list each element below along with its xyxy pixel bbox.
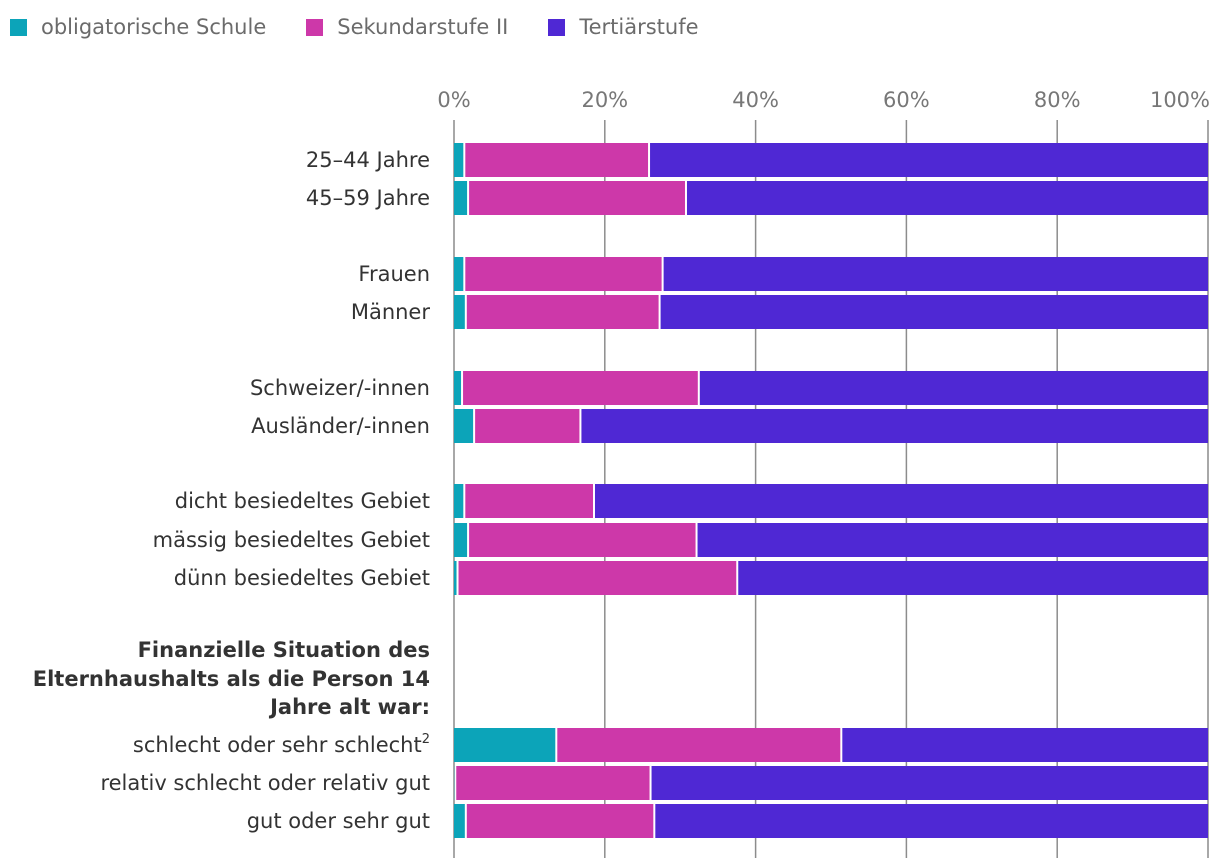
x-tick-label-0: 0% bbox=[437, 88, 470, 112]
bar-segment-terti-rstufe-row-1[interactable] bbox=[686, 181, 1208, 215]
bar-segment-obligatorische-schule-row-4[interactable] bbox=[454, 371, 462, 405]
bar-segment-sekundarstufe-ii-row-11[interactable] bbox=[466, 804, 654, 838]
bar-segment-sekundarstufe-ii-row-7[interactable] bbox=[469, 523, 696, 557]
category-label-6: dicht besiedeltes Gebiet bbox=[175, 489, 430, 513]
category-label-5: Ausländer/-innen bbox=[251, 414, 430, 438]
bar-segment-terti-rstufe-row-6[interactable] bbox=[594, 484, 1208, 518]
legend: obligatorische Schule Sekundarstufe II T… bbox=[10, 10, 739, 44]
bar-segment-sekundarstufe-ii-row-2[interactable] bbox=[465, 257, 662, 291]
legend-label-sekundarstufe-ii: Sekundarstufe II bbox=[337, 15, 509, 39]
category-label-10: relativ schlecht oder relativ gut bbox=[100, 771, 430, 795]
bar-segment-sekundarstufe-ii-row-8[interactable] bbox=[458, 561, 737, 595]
bar-segment-terti-rstufe-row-7[interactable] bbox=[697, 523, 1208, 557]
legend-item-obligatorische-schule[interactable]: obligatorische Schule bbox=[10, 15, 266, 39]
bar-segment-terti-rstufe-row-2[interactable] bbox=[663, 257, 1208, 291]
bar-segment-obligatorische-schule-row-8[interactable] bbox=[454, 561, 457, 595]
bar-segment-terti-rstufe-row-11[interactable] bbox=[655, 804, 1208, 838]
bar-segment-obligatorische-schule-row-5[interactable] bbox=[454, 409, 474, 443]
bar-segment-obligatorische-schule-row-7[interactable] bbox=[454, 523, 468, 557]
bar-segment-obligatorische-schule-row-3[interactable] bbox=[454, 295, 465, 329]
bar-segment-sekundarstufe-ii-row-1[interactable] bbox=[469, 181, 685, 215]
bar-segment-obligatorische-schule-row-0[interactable] bbox=[454, 143, 464, 177]
bar-segment-sekundarstufe-ii-row-6[interactable] bbox=[465, 484, 593, 518]
bar-segment-terti-rstufe-row-10[interactable] bbox=[651, 766, 1208, 800]
x-tick-label-3: 60% bbox=[883, 88, 930, 112]
category-label-0: 25–44 Jahre bbox=[306, 148, 430, 172]
bar-segment-terti-rstufe-row-8[interactable] bbox=[738, 561, 1208, 595]
category-label-11: gut oder sehr gut bbox=[247, 809, 430, 833]
legend-swatch-obligatorische-schule bbox=[10, 18, 27, 36]
bar-segment-sekundarstufe-ii-row-0[interactable] bbox=[465, 143, 649, 177]
legend-item-tertiaerstufe[interactable]: Tertiärstufe bbox=[548, 15, 699, 39]
bar-segment-obligatorische-schule-row-11[interactable] bbox=[454, 804, 465, 838]
category-label-4: Schweizer/-innen bbox=[250, 376, 430, 400]
footnote-marker: 2 bbox=[422, 732, 430, 747]
bar-segment-obligatorische-schule-row-9[interactable] bbox=[454, 728, 556, 762]
group-heading-line-1: Elternhaushalts als die Person 14 bbox=[33, 667, 430, 691]
legend-swatch-sekundarstufe-ii bbox=[306, 18, 324, 36]
bar-segment-sekundarstufe-ii-row-10[interactable] bbox=[456, 766, 650, 800]
category-label-9: schlecht oder sehr schlecht2 bbox=[133, 732, 430, 757]
x-tick-label-5: 100% bbox=[1150, 88, 1210, 112]
category-label-7: mässig besiedeltes Gebiet bbox=[153, 528, 430, 552]
legend-label-obligatorische-schule: obligatorische Schule bbox=[41, 15, 267, 39]
bar-segment-obligatorische-schule-row-6[interactable] bbox=[454, 484, 464, 518]
legend-item-sekundarstufe-ii[interactable]: Sekundarstufe II bbox=[306, 15, 508, 39]
category-label-3: Männer bbox=[351, 300, 431, 324]
legend-label-tertiaerstufe: Tertiärstufe bbox=[579, 15, 699, 39]
bar-segment-terti-rstufe-row-0[interactable] bbox=[650, 143, 1208, 177]
bar-segment-obligatorische-schule-row-1[interactable] bbox=[454, 181, 468, 215]
x-tick-label-2: 40% bbox=[732, 88, 779, 112]
category-label-1: 45–59 Jahre bbox=[306, 186, 430, 210]
bar-segment-terti-rstufe-row-9[interactable] bbox=[842, 728, 1208, 762]
bar-segment-sekundarstufe-ii-row-9[interactable] bbox=[557, 728, 841, 762]
group-heading-line-2: Jahre alt war: bbox=[268, 695, 430, 719]
bar-segment-sekundarstufe-ii-row-4[interactable] bbox=[463, 371, 698, 405]
bar-segment-obligatorische-schule-row-2[interactable] bbox=[454, 257, 464, 291]
bar-segment-sekundarstufe-ii-row-3[interactable] bbox=[466, 295, 659, 329]
legend-swatch-tertiaerstufe bbox=[548, 18, 566, 36]
bar-segment-terti-rstufe-row-4[interactable] bbox=[699, 371, 1208, 405]
bar-segment-terti-rstufe-row-5[interactable] bbox=[581, 409, 1208, 443]
category-label-8: dünn besiedeltes Gebiet bbox=[174, 566, 430, 590]
x-tick-label-4: 80% bbox=[1034, 88, 1081, 112]
category-label-2: Frauen bbox=[358, 262, 430, 286]
bar-segment-terti-rstufe-row-3[interactable] bbox=[660, 295, 1208, 329]
bar-segment-sekundarstufe-ii-row-5[interactable] bbox=[475, 409, 580, 443]
x-tick-label-1: 20% bbox=[581, 88, 628, 112]
group-heading-line-0: Finanzielle Situation des bbox=[138, 638, 430, 662]
